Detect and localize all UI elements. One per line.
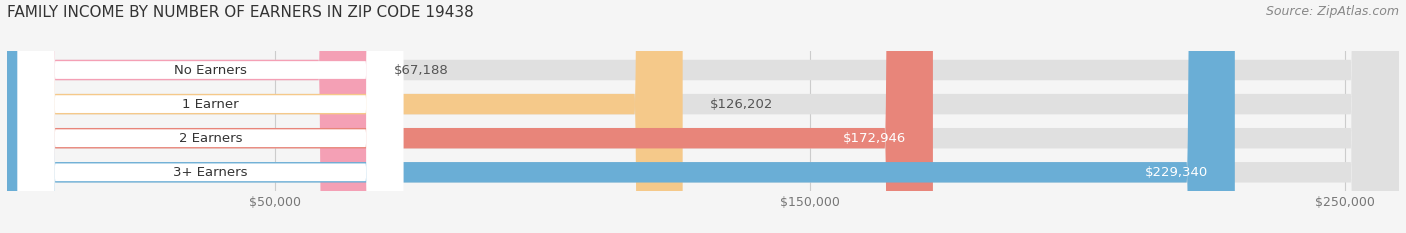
FancyBboxPatch shape [7, 0, 1399, 233]
FancyBboxPatch shape [18, 0, 404, 233]
Text: 3+ Earners: 3+ Earners [173, 166, 247, 179]
FancyBboxPatch shape [7, 0, 683, 233]
FancyBboxPatch shape [7, 0, 1399, 233]
Text: $67,188: $67,188 [394, 64, 449, 76]
FancyBboxPatch shape [7, 0, 1399, 233]
FancyBboxPatch shape [7, 0, 934, 233]
FancyBboxPatch shape [7, 0, 1399, 233]
Text: 1 Earner: 1 Earner [183, 98, 239, 111]
Text: $229,340: $229,340 [1144, 166, 1208, 179]
FancyBboxPatch shape [18, 0, 404, 233]
FancyBboxPatch shape [7, 0, 367, 233]
Text: Source: ZipAtlas.com: Source: ZipAtlas.com [1265, 5, 1399, 18]
FancyBboxPatch shape [18, 0, 404, 233]
Text: $172,946: $172,946 [844, 132, 905, 145]
Text: FAMILY INCOME BY NUMBER OF EARNERS IN ZIP CODE 19438: FAMILY INCOME BY NUMBER OF EARNERS IN ZI… [7, 5, 474, 20]
FancyBboxPatch shape [7, 0, 1234, 233]
Text: $126,202: $126,202 [710, 98, 773, 111]
Text: 2 Earners: 2 Earners [179, 132, 242, 145]
Text: No Earners: No Earners [174, 64, 247, 76]
FancyBboxPatch shape [18, 0, 404, 233]
